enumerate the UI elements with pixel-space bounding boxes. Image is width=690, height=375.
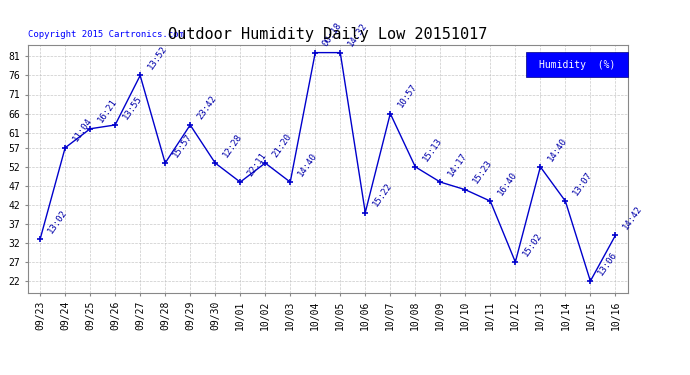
Text: 14:17: 14:17 <box>446 151 469 178</box>
Text: 13:55: 13:55 <box>121 94 144 121</box>
Text: 14:40: 14:40 <box>296 151 319 178</box>
Text: 15:57: 15:57 <box>170 132 193 159</box>
Text: 23:42: 23:42 <box>196 94 219 121</box>
Text: Humidity  (%): Humidity (%) <box>539 60 615 70</box>
Text: 13:07: 13:07 <box>571 170 593 197</box>
Text: 14:40: 14:40 <box>546 135 569 163</box>
Text: 15:23: 15:23 <box>471 158 493 186</box>
Text: Copyright 2015 Cartronics.com: Copyright 2015 Cartronics.com <box>28 30 184 39</box>
Text: 15:22: 15:22 <box>371 181 393 209</box>
Text: 13:06: 13:06 <box>596 250 619 277</box>
Text: 14:32: 14:32 <box>346 21 368 48</box>
Text: 22:11: 22:11 <box>246 151 268 178</box>
Text: 10:57: 10:57 <box>396 82 419 110</box>
FancyBboxPatch shape <box>526 53 628 77</box>
Text: 13:52: 13:52 <box>146 44 168 71</box>
Text: 15:13: 15:13 <box>421 135 444 163</box>
Text: 16:21: 16:21 <box>96 98 119 124</box>
Text: 11:04: 11:04 <box>70 117 93 144</box>
Text: 14:42: 14:42 <box>621 204 644 231</box>
Text: 12:28: 12:28 <box>221 132 244 159</box>
Text: 00:18: 00:18 <box>321 21 344 48</box>
Title: Outdoor Humidity Daily Low 20151017: Outdoor Humidity Daily Low 20151017 <box>168 27 487 42</box>
Text: 15:02: 15:02 <box>521 231 544 258</box>
Text: 13:02: 13:02 <box>46 208 68 235</box>
Text: 16:40: 16:40 <box>496 170 519 197</box>
Text: 21:20: 21:20 <box>270 132 293 159</box>
